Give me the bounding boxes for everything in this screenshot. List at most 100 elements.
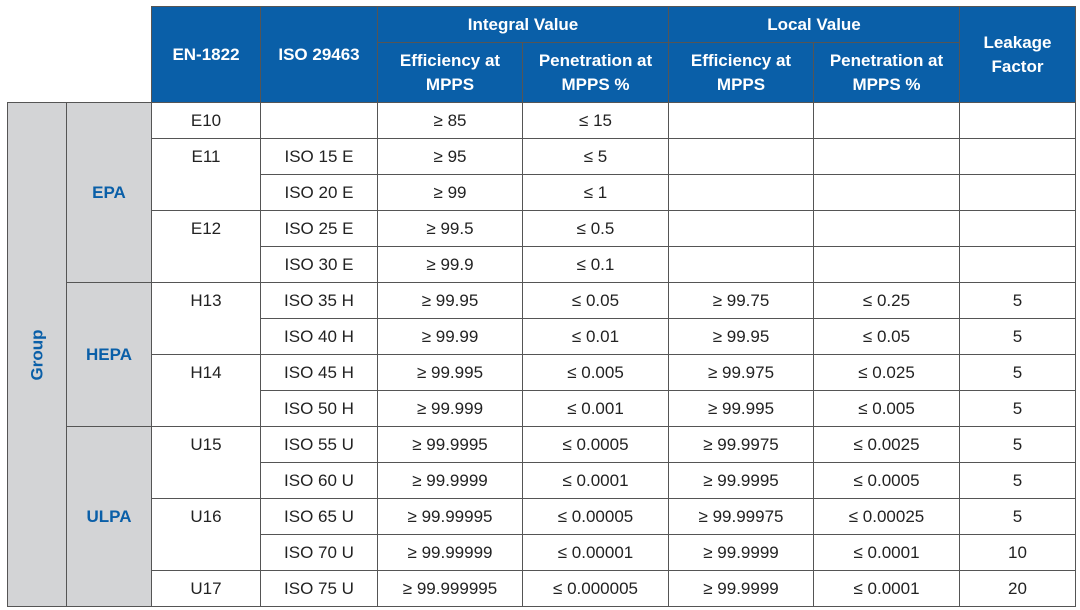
group-label: Group [27,329,46,380]
local-penetration: ≤ 0.025 [813,354,960,391]
integral-efficiency: ≥ 99.995 [377,354,523,391]
table-row: ISO 20 E ≥ 99 ≤ 1 [8,174,1076,211]
en-class: E10 [151,102,261,139]
local-efficiency: ≥ 99.75 [668,282,814,319]
leakage-factor: 5 [959,354,1076,391]
integral-efficiency: ≥ 99.999995 [377,570,523,607]
iso-class: ISO 55 U [260,426,378,463]
local-penetration [813,246,960,283]
local-efficiency [668,174,814,211]
integral-penetration: ≤ 0.0005 [522,426,669,463]
integral-efficiency: ≥ 99.99995 [377,498,523,535]
integral-penetration: ≤ 0.001 [522,390,669,427]
table-row: ISO 50 H ≥ 99.999 ≤ 0.001 ≥ 99.995 ≤ 0.0… [8,390,1076,427]
header-local-efficiency: Efficiency at MPPS [668,42,814,103]
integral-penetration: ≤ 0.0001 [522,462,669,499]
leakage-factor: 5 [959,318,1076,355]
leakage-factor [959,246,1076,283]
header-integral-penetration: Penetration at MPPS % [522,42,669,103]
local-penetration: ≤ 0.0001 [813,534,960,571]
local-efficiency [668,138,814,175]
leakage-factor: 20 [959,570,1076,607]
integral-efficiency: ≥ 85 [377,102,523,139]
local-efficiency: ≥ 99.9975 [668,426,814,463]
integral-efficiency: ≥ 99.999 [377,390,523,427]
local-efficiency [668,246,814,283]
en-class: H13 [151,282,261,355]
class-epa: EPA [66,102,152,283]
iso-class: ISO 45 H [260,354,378,391]
local-penetration [813,174,960,211]
integral-efficiency: ≥ 99.9999 [377,462,523,499]
table-row: H14 ISO 45 H ≥ 99.995 ≤ 0.005 ≥ 99.975 ≤… [8,354,1076,427]
iso-class: ISO 35 H [260,282,378,319]
table-row: ISO 40 H ≥ 99.99 ≤ 0.01 ≥ 99.95 ≤ 0.05 5 [8,318,1076,355]
iso-class: ISO 75 U [260,570,378,607]
iso-class: ISO 15 E [260,138,378,175]
header-en1822: EN-1822 [151,6,261,103]
integral-penetration: ≤ 0.00001 [522,534,669,571]
table-row: E12 ISO 25 E ≥ 99.5 ≤ 0.5 [8,210,1076,283]
header-local-value: Local Value [668,6,960,43]
leakage-factor: 5 [959,426,1076,463]
local-efficiency [668,210,814,247]
en-class: E12 [151,210,261,283]
class-ulpa: ULPA [66,426,152,607]
local-efficiency: ≥ 99.9999 [668,534,814,571]
leakage-factor [959,102,1076,139]
en-class: U15 [151,426,261,499]
local-efficiency: ≥ 99.99975 [668,498,814,535]
iso-class: ISO 30 E [260,246,378,283]
table-row: HEPA H13 ISO 35 H ≥ 99.95 ≤ 0.05 ≥ 99.75… [8,282,1076,427]
local-efficiency: ≥ 99.95 [668,318,814,355]
iso-class [260,102,378,139]
iso-class: ISO 50 H [260,390,378,427]
leakage-factor: 5 [959,498,1076,535]
integral-efficiency: ≥ 99.5 [377,210,523,247]
local-penetration [813,102,960,139]
en-class: E11 [151,138,261,211]
iso-class: ISO 40 H [260,318,378,355]
header-local-penetration: Penetration at MPPS % [813,42,960,103]
integral-penetration: ≤ 0.00005 [522,498,669,535]
local-efficiency: ≥ 99.975 [668,354,814,391]
integral-penetration: ≤ 15 [522,102,669,139]
local-penetration: ≤ 0.00025 [813,498,960,535]
leakage-factor: 10 [959,534,1076,571]
iso-class: ISO 60 U [260,462,378,499]
integral-efficiency: ≥ 99.99999 [377,534,523,571]
table-row: U16 ISO 65 U ≥ 99.99995 ≤ 0.00005 ≥ 99.9… [8,498,1076,571]
integral-penetration: ≤ 5 [522,138,669,175]
iso-class: ISO 70 U [260,534,378,571]
local-penetration [813,138,960,175]
integral-efficiency: ≥ 99.95 [377,282,523,319]
local-efficiency: ≥ 99.995 [668,390,814,427]
local-efficiency [668,102,814,139]
local-penetration [813,210,960,247]
integral-penetration: ≤ 1 [522,174,669,211]
integral-penetration: ≤ 0.05 [522,282,669,319]
leakage-factor [959,174,1076,211]
local-penetration: ≤ 0.05 [813,318,960,355]
local-penetration: ≤ 0.25 [813,282,960,319]
leakage-factor [959,210,1076,247]
leakage-factor: 5 [959,390,1076,427]
table-row: Group EPA E10 ≥ 85 ≤ 15 [7,102,1076,607]
integral-efficiency: ≥ 99.99 [377,318,523,355]
local-efficiency: ≥ 99.9999 [668,570,814,607]
integral-penetration: ≤ 0.005 [522,354,669,391]
header-integral-efficiency: Efficiency at MPPS [377,42,523,103]
integral-efficiency: ≥ 99.9 [377,246,523,283]
local-penetration: ≤ 0.0025 [813,426,960,463]
header-leakage-factor: Leakage Factor [959,6,1076,103]
integral-penetration: ≤ 0.000005 [522,570,669,607]
iso-class: ISO 25 E [260,210,378,247]
integral-efficiency: ≥ 99 [377,174,523,211]
leakage-factor: 5 [959,282,1076,319]
integral-efficiency: ≥ 95 [377,138,523,175]
local-penetration: ≤ 0.005 [813,390,960,427]
integral-penetration: ≤ 0.1 [522,246,669,283]
integral-penetration: ≤ 0.01 [522,318,669,355]
table-row: ULPA U15 ISO 55 U ≥ 99.9995 ≤ 0.0005 ≥ 9… [8,426,1076,607]
iso-class: ISO 65 U [260,498,378,535]
